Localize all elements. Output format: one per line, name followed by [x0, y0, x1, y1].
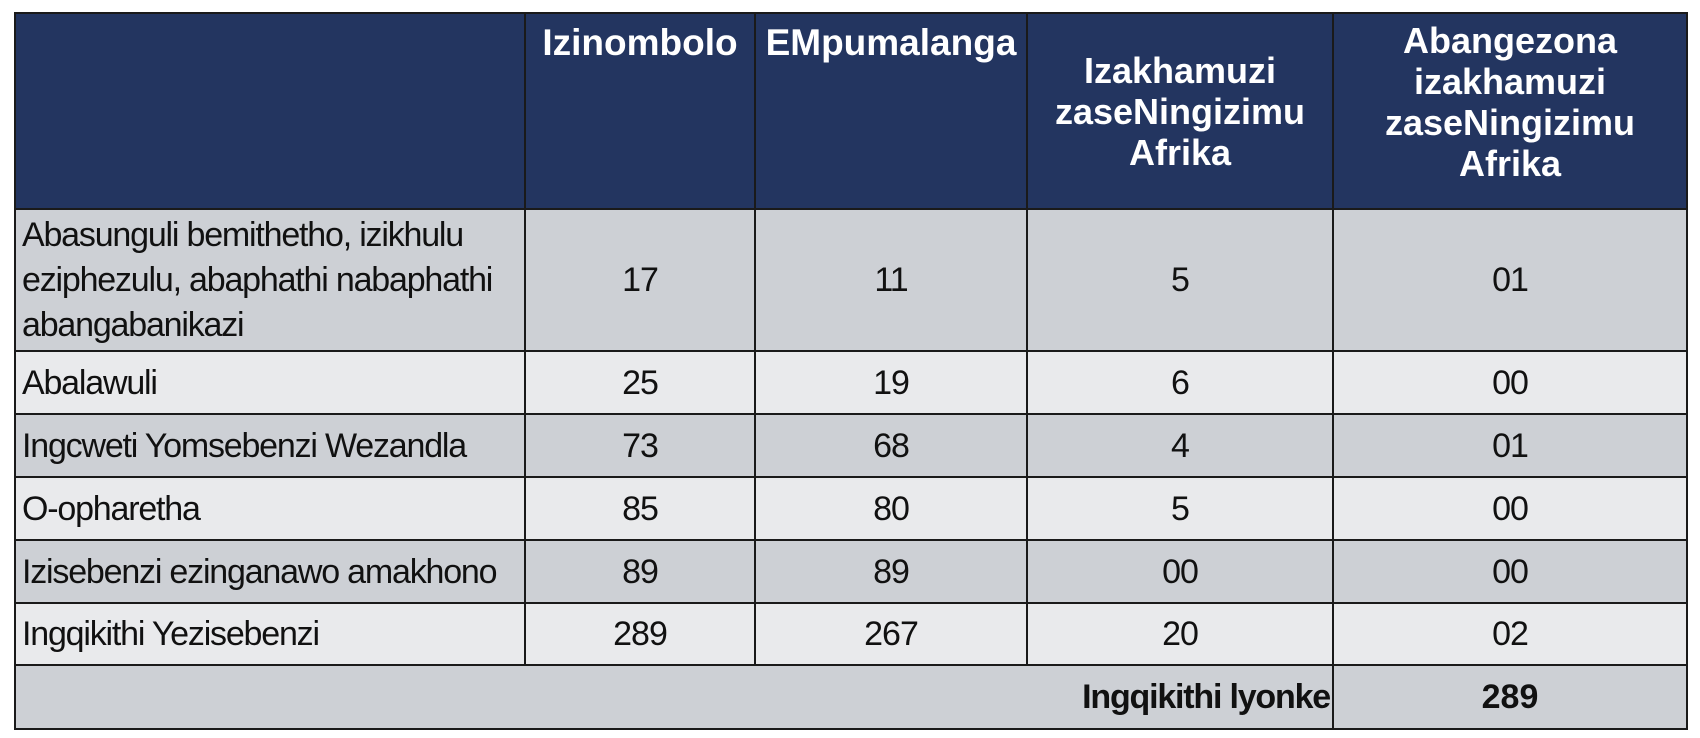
grand-total-row: Ingqikithi lyonke 289	[14, 664, 1688, 730]
table-row: Ingcweti Yomsebenzi Wezandla 73 68 4 01	[14, 413, 1688, 478]
grand-total-value: 289	[1332, 664, 1688, 730]
cell-empumalanga: 80	[754, 476, 1028, 541]
row-label: Abalawuli	[14, 350, 526, 415]
table-row-total: Ingqikithi Yezisebenzi 289 267 20 02	[14, 602, 1688, 666]
row-label: Ingqikithi Yezisebenzi	[14, 602, 526, 666]
cell-empumalanga: 267	[754, 602, 1028, 666]
table-row: Izisebenzi ezinganawo amakhono 89 89 00 …	[14, 539, 1688, 604]
cell-citizens: 4	[1026, 413, 1334, 478]
cell-empumalanga: 68	[754, 413, 1028, 478]
row-label: Izisebenzi ezinganawo amakhono	[14, 539, 526, 604]
header-blank	[14, 12, 526, 210]
table-row: Abasunguli bemithetho, izikhulu eziphezu…	[14, 208, 1688, 352]
cell-citizens: 5	[1026, 208, 1334, 352]
row-label: Ingcweti Yomsebenzi Wezandla	[14, 413, 526, 478]
row-label: O-opharetha	[14, 476, 526, 541]
header-row: Izinombolo EMpumalanga Izakhamuzi zaseNi…	[14, 12, 1688, 210]
cell-empumalanga: 89	[754, 539, 1028, 604]
cell-izinombolo: 289	[524, 602, 756, 666]
header-citizens: Izakhamuzi zaseNingizimu Afrika	[1026, 12, 1334, 210]
header-non-citizens: Abangezona izakhamuzi zaseNingizimu Afri…	[1332, 12, 1688, 210]
cell-izinombolo: 89	[524, 539, 756, 604]
cell-non-citizens: 02	[1332, 602, 1688, 666]
cell-izinombolo: 73	[524, 413, 756, 478]
grand-total-label: Ingqikithi lyonke	[14, 664, 1334, 730]
cell-non-citizens: 01	[1332, 413, 1688, 478]
cell-empumalanga: 19	[754, 350, 1028, 415]
table-row: O-opharetha 85 80 5 00	[14, 476, 1688, 541]
cell-citizens: 20	[1026, 602, 1334, 666]
cell-izinombolo: 25	[524, 350, 756, 415]
cell-non-citizens: 00	[1332, 539, 1688, 604]
table-row: Abalawuli 25 19 6 00	[14, 350, 1688, 415]
cell-citizens: 5	[1026, 476, 1334, 541]
workforce-table: Izinombolo EMpumalanga Izakhamuzi zaseNi…	[14, 12, 1688, 730]
cell-non-citizens: 00	[1332, 476, 1688, 541]
cell-empumalanga: 11	[754, 208, 1028, 352]
header-empumalanga: EMpumalanga	[754, 12, 1028, 210]
cell-izinombolo: 17	[524, 208, 756, 352]
cell-citizens: 6	[1026, 350, 1334, 415]
header-izinombolo: Izinombolo	[524, 12, 756, 210]
cell-izinombolo: 85	[524, 476, 756, 541]
cell-non-citizens: 00	[1332, 350, 1688, 415]
row-label: Abasunguli bemithetho, izikhulu eziphezu…	[14, 208, 526, 352]
cell-non-citizens: 01	[1332, 208, 1688, 352]
cell-citizens: 00	[1026, 539, 1334, 604]
